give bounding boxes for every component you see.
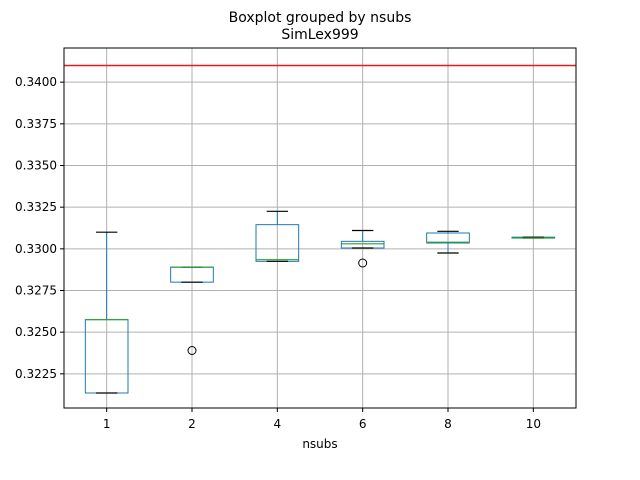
box-group-4 [255, 210, 300, 262]
box-group-10 [511, 236, 556, 239]
y-tick-label: 0.3300 [15, 242, 57, 256]
y-tick-label: 0.3225 [15, 367, 57, 381]
outlier-point [358, 258, 368, 268]
y-tick-label: 0.3375 [15, 117, 57, 131]
grid-layer [64, 48, 576, 408]
box-layer [84, 210, 556, 394]
plot-frame [63, 47, 577, 409]
tick-layer: 1 2 4 6 8 10 0.3225 0.3250 0.3275 0.3300 0.3325 0.3… [15, 75, 541, 431]
outlier-point [187, 346, 197, 355]
y-tick-label: 0.3275 [15, 284, 57, 298]
box-group-6 [340, 229, 385, 268]
y-tick-label: 0.3400 [15, 75, 57, 89]
chart-title: Boxplot grouped by nsubs [229, 10, 412, 26]
y-tick-label: 0.3325 [15, 200, 57, 214]
box-group-1 [84, 231, 129, 394]
box-group-2 [170, 266, 214, 355]
y-tick-label: 0.3350 [15, 159, 57, 173]
x-tick-label: 4 [274, 417, 282, 431]
y-tick-label: 0.3250 [15, 325, 57, 339]
x-tick-label: 6 [359, 417, 367, 431]
x-tick-label: 1 [103, 417, 111, 431]
x-tick-label: 8 [444, 417, 452, 431]
box-iqr [426, 232, 470, 244]
chart-subtitle: SimLex999 [281, 27, 358, 43]
box-group-8 [426, 230, 470, 254]
x-tick-label: 10 [526, 417, 541, 431]
x-axis-label: nsubs [302, 437, 337, 451]
x-tick-label: 2 [188, 417, 196, 431]
